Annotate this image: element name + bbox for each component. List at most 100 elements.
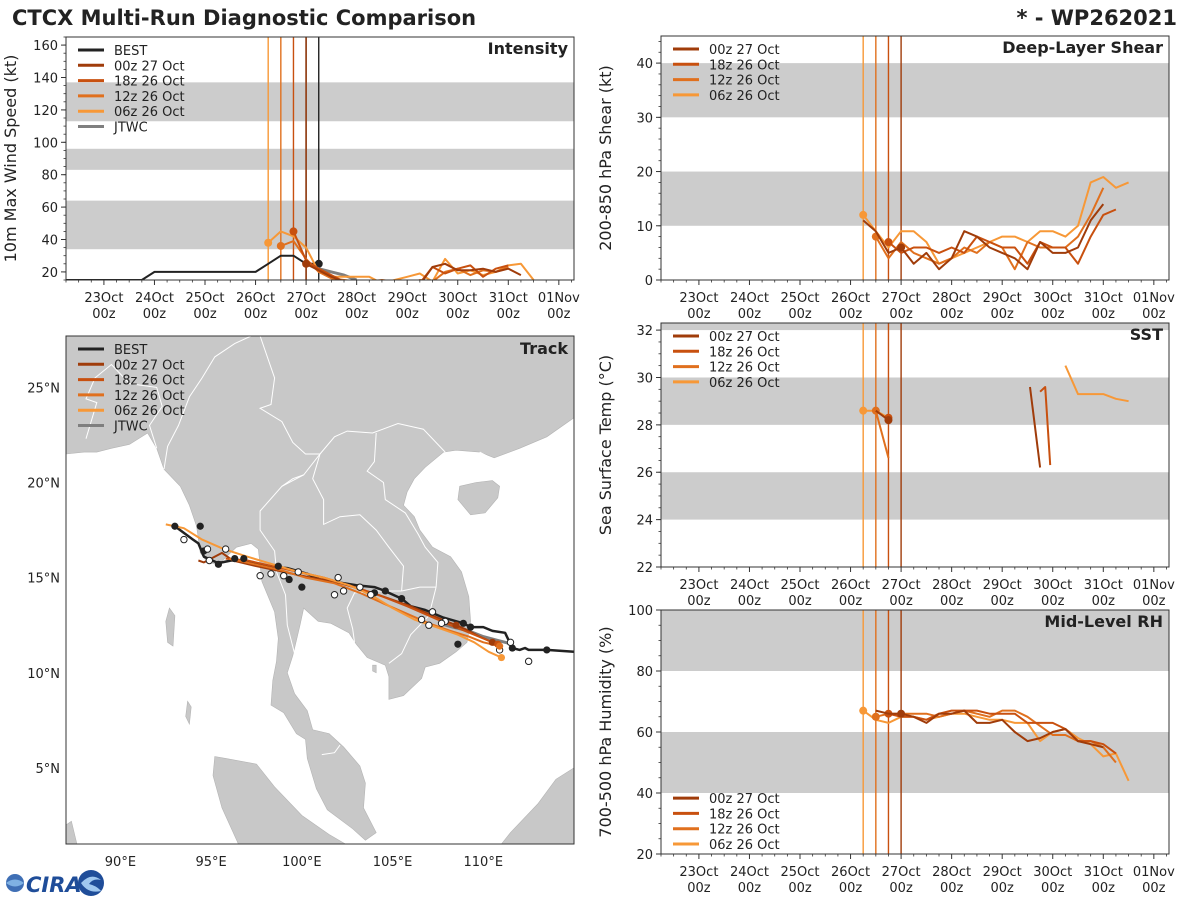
x-tick-date: 30Oct xyxy=(1033,865,1072,880)
x-tick-hour: 00z xyxy=(1142,307,1166,322)
x-tick-hour: 00z xyxy=(1092,594,1116,609)
x-tick-date: 23Oct xyxy=(679,291,718,306)
y-tick-label: 20 xyxy=(636,848,653,863)
y-tick-label: 0 xyxy=(645,274,653,289)
x-tick-hour: 00z xyxy=(738,594,762,609)
y-tick-label: 160 xyxy=(33,39,58,54)
x-tick-date: 01Nov xyxy=(1133,578,1175,593)
series-line-run18z xyxy=(887,208,1117,265)
series-marker-run00z xyxy=(884,416,893,425)
y-axis-label: 200-850 hPa Shear (kt) xyxy=(596,65,615,251)
x-tick-hour: 00z xyxy=(889,307,913,322)
series-line-run06z xyxy=(1064,365,1129,403)
legend-label: 12z 26 Oct xyxy=(709,361,780,376)
land-andaman-islands xyxy=(165,607,176,647)
legend-label: BEST xyxy=(114,343,147,358)
x-tick-date: 27Oct xyxy=(882,865,921,880)
track-point-best xyxy=(240,555,248,563)
x-tick-hour: 00z xyxy=(396,307,420,322)
series-line-run06z xyxy=(862,176,1129,265)
shade-band xyxy=(661,377,1169,425)
x-tick-date: 28Oct xyxy=(932,291,971,306)
legend-label: JTWC xyxy=(113,420,148,435)
legend-label: 06z 26 Oct xyxy=(709,376,780,391)
track-point-best xyxy=(298,583,306,591)
y-tick-label: 60 xyxy=(41,201,58,216)
x-tick-date: 28Oct xyxy=(932,865,971,880)
legend-label: 12z 26 Oct xyxy=(114,90,185,105)
x-tick-hour: 00z xyxy=(1142,594,1166,609)
y-tick-label: 20 xyxy=(41,266,58,281)
track-point-best xyxy=(274,562,282,570)
x-tick-date: 24Oct xyxy=(730,865,769,880)
panel-title: SST xyxy=(1130,325,1163,344)
y-tick-label: 40 xyxy=(41,234,58,249)
legend-label: 06z 26 Oct xyxy=(114,404,185,419)
country-border xyxy=(259,453,321,654)
track-point-best xyxy=(508,644,516,652)
y-tick-label: 22 xyxy=(636,561,653,576)
lat-tick-label: 10°N xyxy=(27,667,60,682)
x-tick-date: 31Oct xyxy=(1084,578,1123,593)
track-point-open-best xyxy=(180,535,188,544)
series-marker-run18z xyxy=(884,238,893,247)
legend-label: 18z 26 Oct xyxy=(114,374,185,389)
legend-label: BEST xyxy=(114,44,147,59)
series-marker-run00z xyxy=(302,259,311,268)
x-tick-date: 30Oct xyxy=(1033,578,1072,593)
x-tick-date: 29Oct xyxy=(983,865,1022,880)
x-tick-date: 25Oct xyxy=(780,291,819,306)
track-point-open-best xyxy=(437,619,446,627)
track-point-open-best xyxy=(205,556,214,565)
shade-band xyxy=(661,63,1169,118)
country-border xyxy=(258,336,320,455)
series-group xyxy=(859,365,1129,468)
country-border xyxy=(366,432,439,588)
figure-title: CTCX Multi-Run Diagnostic Comparison xyxy=(12,6,476,30)
y-axis-label: 10m Max Wind Speed (kt) xyxy=(1,55,20,263)
lon-tick-label: 90°E xyxy=(105,855,136,870)
shade-band xyxy=(66,82,574,122)
series-line-run00z xyxy=(305,262,522,280)
track-line-run06z xyxy=(165,523,502,659)
cira-logo: CIRA xyxy=(6,870,104,897)
y-tick-label: 26 xyxy=(636,466,653,481)
series-marker-run00z xyxy=(897,243,906,252)
y-tick-label: 32 xyxy=(636,324,653,339)
track-point-best xyxy=(231,555,239,563)
track-point-open-best xyxy=(267,570,275,578)
track-panel: 90°E 95°E 100°E 105°E 110°E 5°N 10°N 15°N 20°N 25… xyxy=(27,335,575,870)
country-border xyxy=(319,422,446,455)
country-border xyxy=(388,586,437,664)
track-point-open-best xyxy=(339,587,348,595)
legend-label: JTWC xyxy=(113,121,148,136)
lon-tick-label: 105°E xyxy=(373,855,413,870)
panel-title: Track xyxy=(520,339,568,358)
rh-panel: 2040608010023Oct00z24Oct00z25Oct00z26Oct… xyxy=(596,604,1175,896)
legend-label: 00z 27 Oct xyxy=(709,792,780,807)
x-tick-date: 26Oct xyxy=(831,291,870,306)
series-group xyxy=(859,706,1130,782)
country-border xyxy=(163,336,252,470)
track-line-run18z xyxy=(225,557,499,646)
x-tick-date: 24Oct xyxy=(730,578,769,593)
shade-band xyxy=(66,148,574,170)
country-border xyxy=(85,363,163,449)
track-point-open-best xyxy=(425,621,433,629)
x-tick-hour: 00z xyxy=(788,881,812,896)
track-point-best xyxy=(466,623,475,631)
x-tick-hour: 00z xyxy=(940,594,964,609)
x-tick-date: 27Oct xyxy=(882,291,921,306)
country-border xyxy=(312,453,405,592)
x-tick-date: 24Oct xyxy=(135,291,174,306)
shade-band xyxy=(661,610,1169,671)
x-tick-hour: 00z xyxy=(991,307,1015,322)
track-point-open-best xyxy=(428,608,437,616)
x-tick-date: 25Oct xyxy=(780,578,819,593)
track-point-run12z xyxy=(496,642,504,650)
x-tick-date: 01Nov xyxy=(1133,865,1175,880)
track-point-open-best xyxy=(256,572,264,580)
y-tick-label: 30 xyxy=(636,371,653,386)
panel-title: Intensity xyxy=(488,39,569,58)
